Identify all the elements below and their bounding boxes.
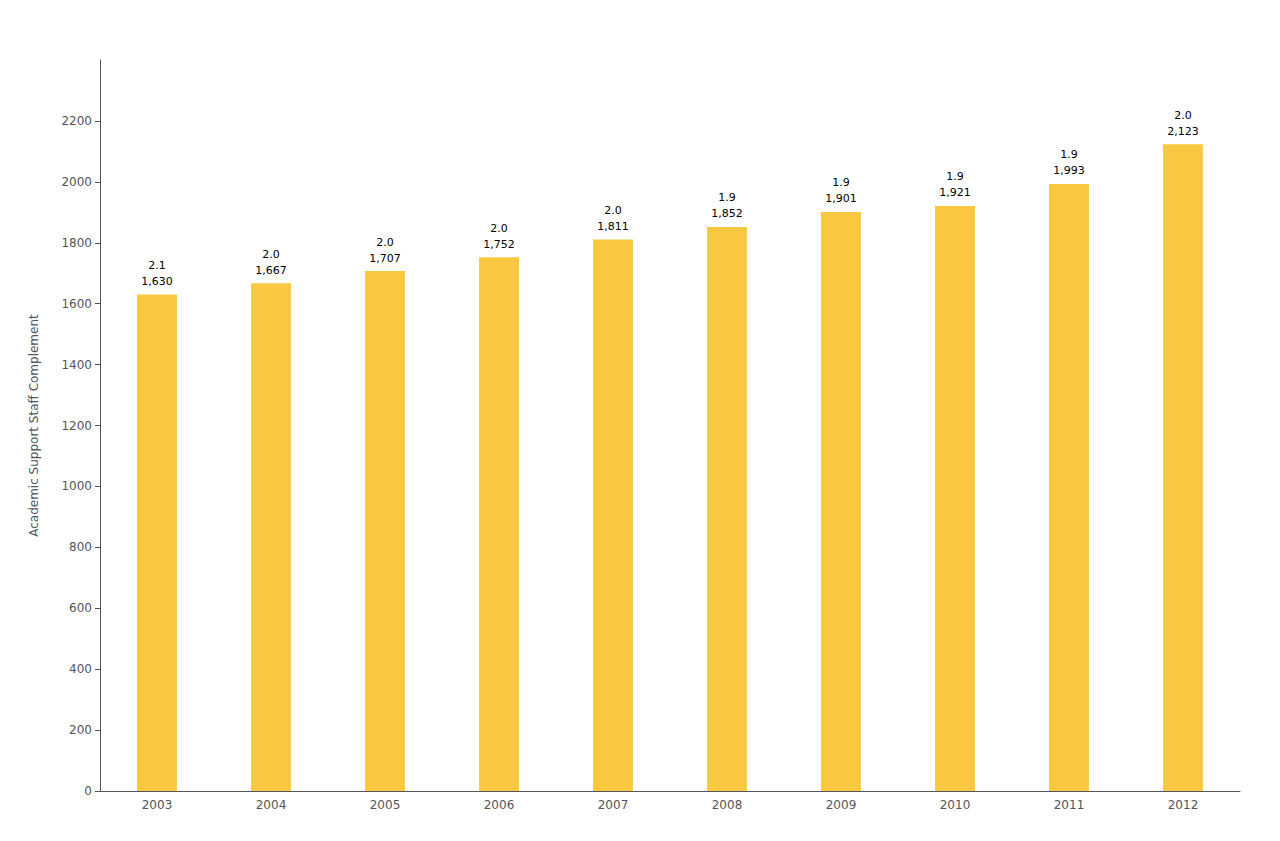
svg-text:1,752: 1,752 bbox=[483, 238, 515, 251]
svg-text:400: 400 bbox=[69, 662, 92, 676]
svg-text:1.9: 1.9 bbox=[946, 170, 964, 183]
svg-text:2,123: 2,123 bbox=[1167, 125, 1199, 138]
svg-text:2003: 2003 bbox=[142, 798, 173, 812]
svg-text:800: 800 bbox=[69, 540, 92, 554]
svg-text:1,921: 1,921 bbox=[939, 186, 971, 199]
svg-text:1,811: 1,811 bbox=[597, 220, 629, 233]
svg-text:2005: 2005 bbox=[370, 798, 401, 812]
svg-text:2000: 2000 bbox=[61, 175, 92, 189]
svg-text:2009: 2009 bbox=[826, 798, 857, 812]
svg-text:2.0: 2.0 bbox=[1174, 109, 1192, 122]
svg-text:1,993: 1,993 bbox=[1053, 164, 1085, 177]
svg-text:2010: 2010 bbox=[940, 798, 971, 812]
svg-text:200: 200 bbox=[69, 723, 92, 737]
svg-text:Academic Support Staff Complem: Academic Support Staff Complement bbox=[27, 314, 41, 537]
svg-text:1400: 1400 bbox=[61, 358, 92, 372]
svg-text:1,630: 1,630 bbox=[141, 275, 173, 288]
svg-text:2.0: 2.0 bbox=[604, 204, 622, 217]
svg-text:1000: 1000 bbox=[61, 479, 92, 493]
svg-text:2004: 2004 bbox=[256, 798, 287, 812]
svg-text:1.9: 1.9 bbox=[832, 176, 850, 189]
svg-text:1,901: 1,901 bbox=[825, 192, 857, 205]
svg-text:600: 600 bbox=[69, 601, 92, 615]
svg-text:2.0: 2.0 bbox=[490, 222, 508, 235]
svg-text:1600: 1600 bbox=[61, 297, 92, 311]
svg-text:1,707: 1,707 bbox=[369, 252, 401, 265]
svg-text:0: 0 bbox=[84, 784, 92, 798]
svg-text:2200: 2200 bbox=[61, 114, 92, 128]
svg-text:1800: 1800 bbox=[61, 236, 92, 250]
svg-text:2.0: 2.0 bbox=[376, 236, 394, 249]
svg-text:2008: 2008 bbox=[712, 798, 743, 812]
svg-text:2006: 2006 bbox=[484, 798, 515, 812]
svg-text:2012: 2012 bbox=[1168, 798, 1199, 812]
svg-text:1,667: 1,667 bbox=[255, 264, 287, 277]
svg-text:1,852: 1,852 bbox=[711, 207, 743, 220]
svg-text:1200: 1200 bbox=[61, 419, 92, 433]
svg-text:1.9: 1.9 bbox=[1060, 148, 1078, 161]
svg-text:2011: 2011 bbox=[1054, 798, 1085, 812]
svg-text:1.9: 1.9 bbox=[718, 191, 736, 204]
svg-text:2.1: 2.1 bbox=[148, 259, 166, 272]
svg-text:2007: 2007 bbox=[598, 798, 629, 812]
svg-text:2.0: 2.0 bbox=[262, 248, 280, 261]
